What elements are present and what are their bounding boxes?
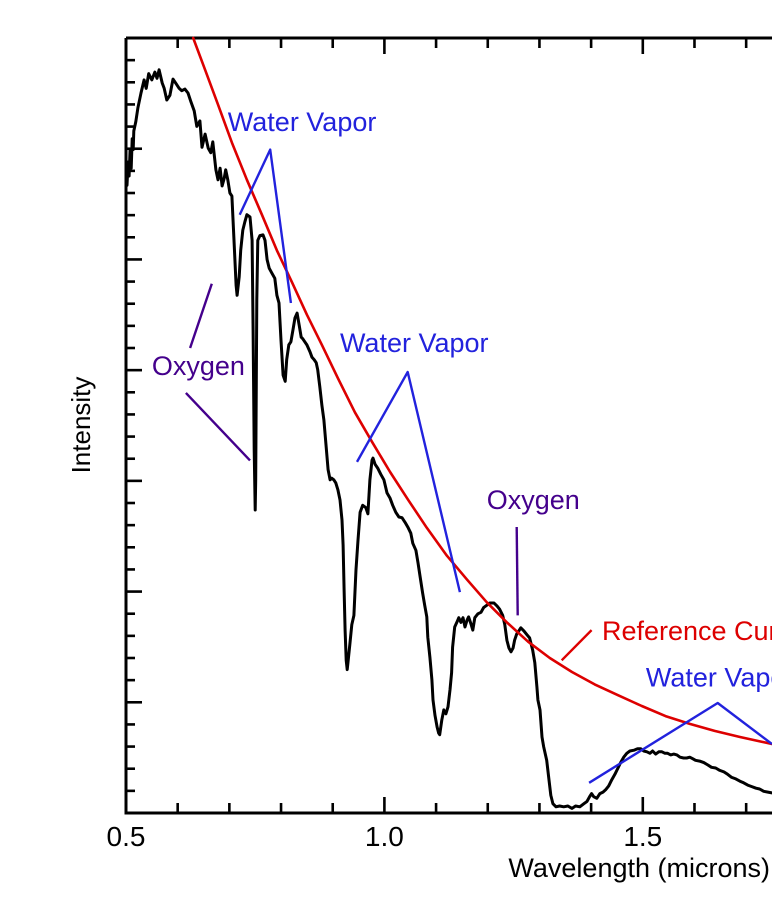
- x-tick-label: 0.5: [107, 821, 146, 852]
- oxygen-label-1: Oxygen: [152, 351, 245, 381]
- oxygen-pointer-1-lower: [185, 392, 251, 462]
- water-vapor-label-1: Water Vapor: [228, 107, 377, 137]
- water-vapor-label-2: Water Vapor: [340, 328, 489, 358]
- oxygen-label-2: Oxygen: [487, 485, 580, 515]
- water-vapor-pointer-3: [588, 701, 772, 784]
- oxygen-pointer-2: [515, 526, 519, 616]
- observed-spectrum: [124, 68, 772, 810]
- y-axis-title: Intensity: [66, 377, 96, 474]
- water-vapor-pointer-2: [355, 370, 462, 593]
- reference-curve-pointer: [560, 629, 593, 662]
- reference-curve-label: Reference Curve: [602, 616, 772, 646]
- water-vapor-pointer-1: [238, 148, 293, 304]
- reference-curve: [191, 36, 772, 746]
- x-tick-label: 1.0: [365, 821, 404, 852]
- oxygen-pointer-1-upper: [188, 283, 213, 349]
- x-axis-title: Wavelength (microns): [508, 853, 770, 883]
- axis-frame: [124, 36, 772, 815]
- water-vapor-label-3: Water Vapor: [646, 663, 772, 693]
- x-tick-label: 1.5: [623, 821, 662, 852]
